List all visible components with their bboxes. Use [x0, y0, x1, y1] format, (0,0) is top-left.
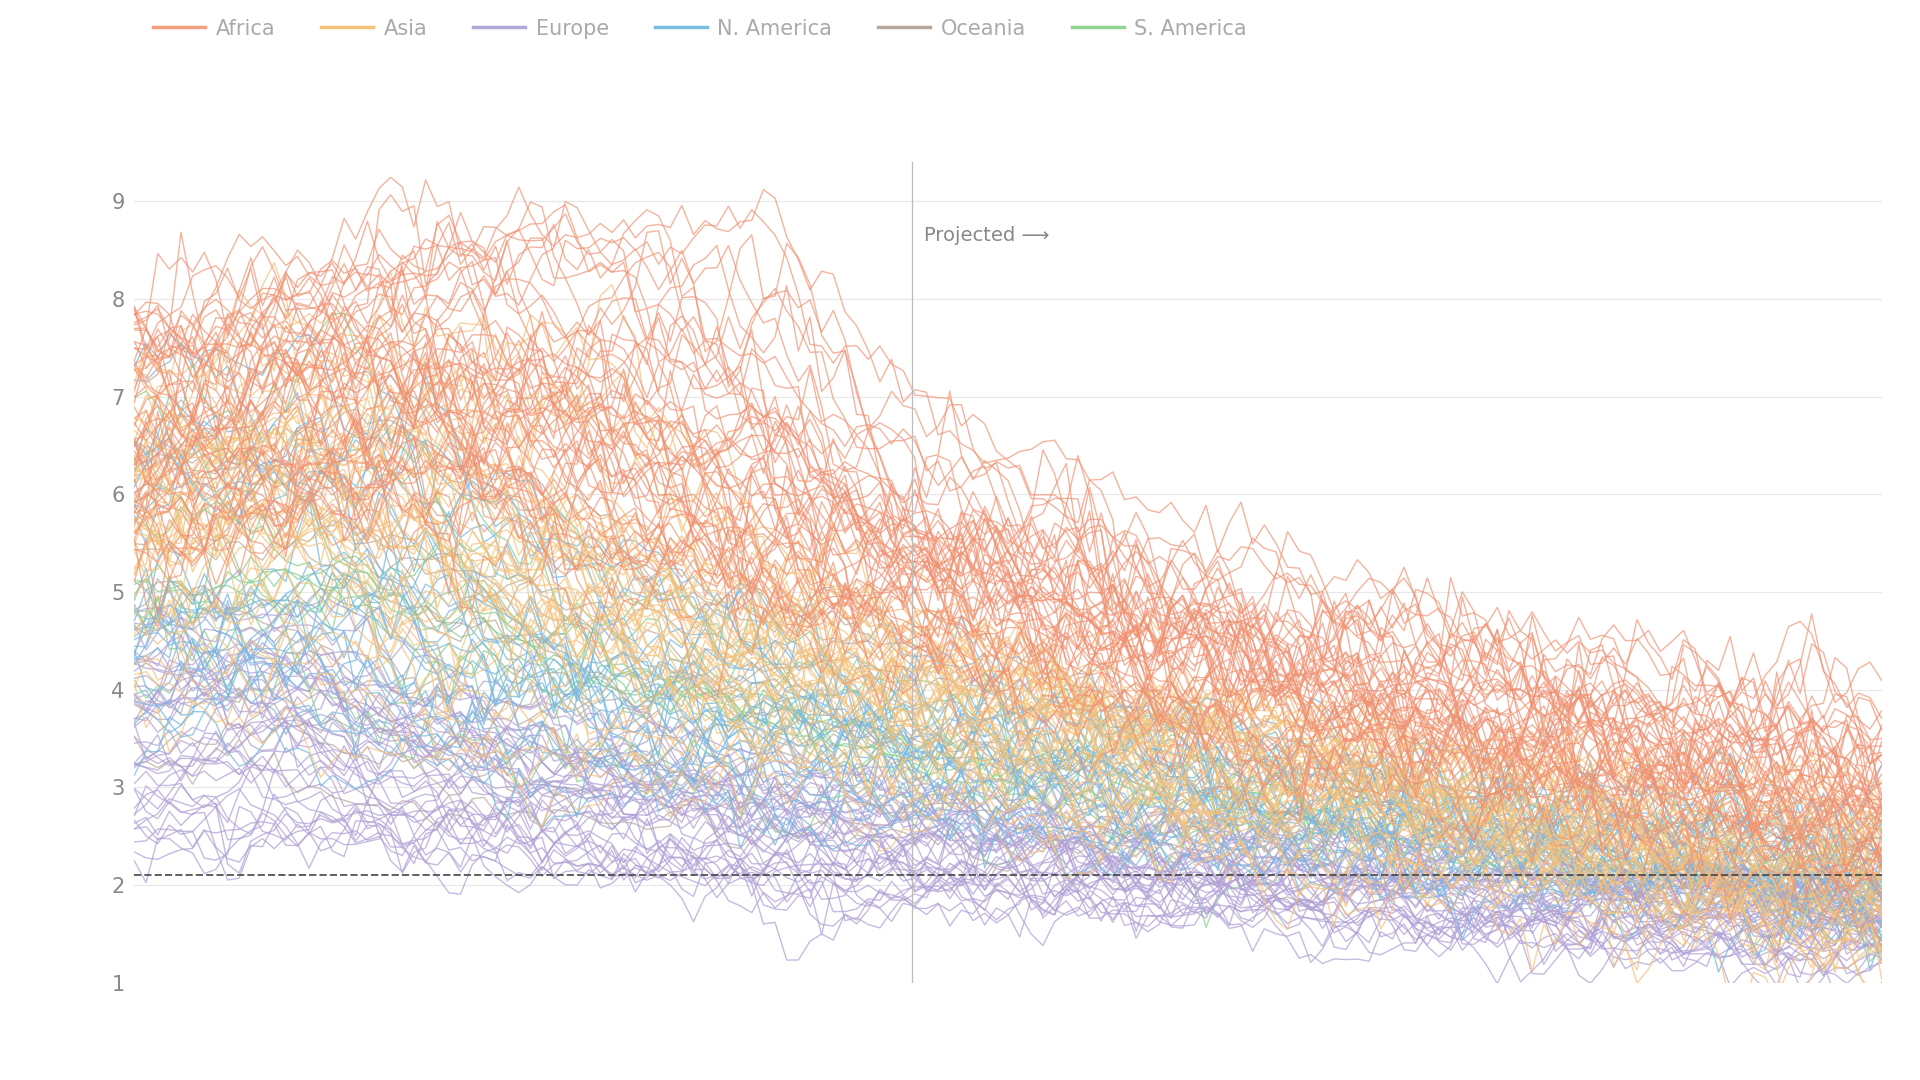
- Legend: Africa, Asia, Europe, N. America, Oceania, S. America: Africa, Asia, Europe, N. America, Oceani…: [144, 11, 1256, 48]
- Text: Projected ⟶: Projected ⟶: [924, 226, 1050, 244]
